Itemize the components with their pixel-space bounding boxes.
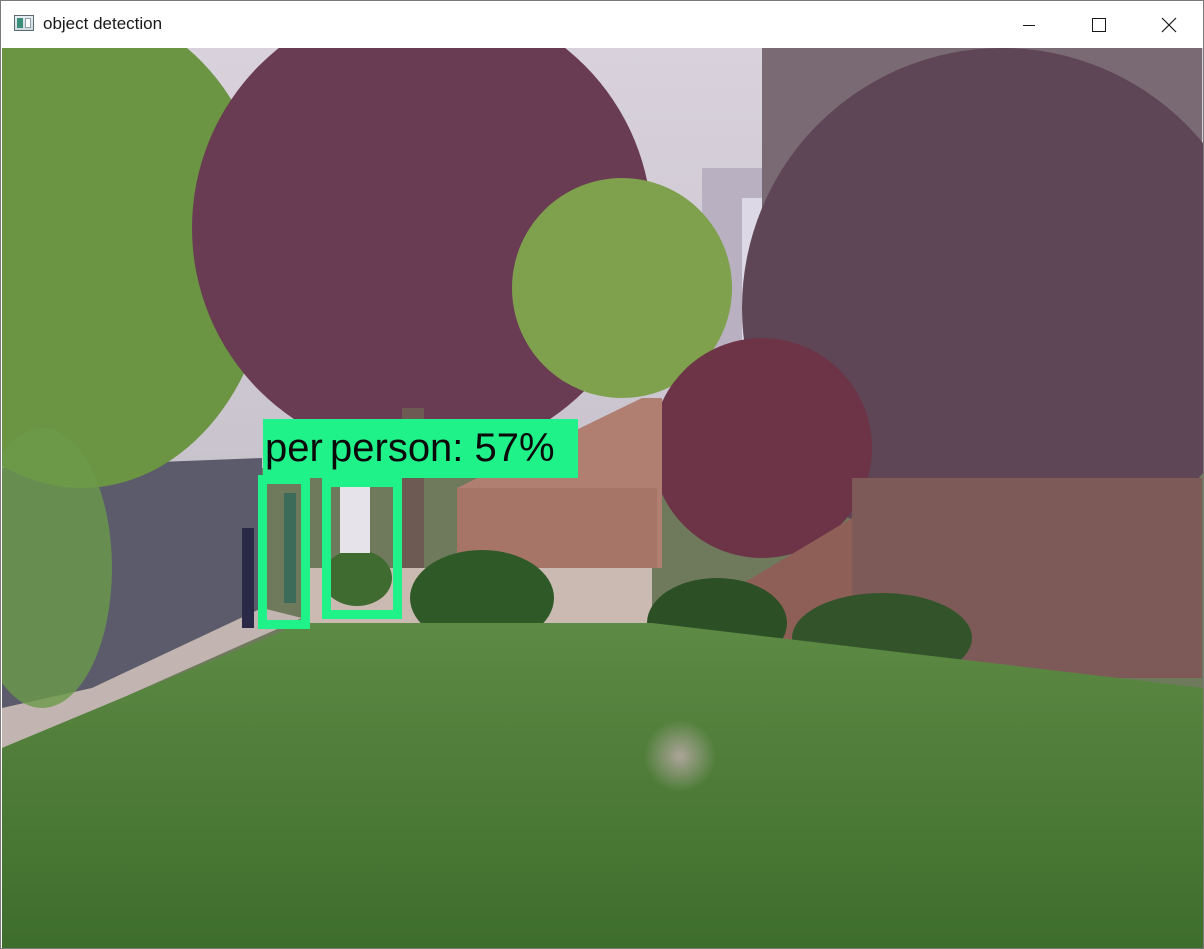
camera-frame: per person: 57% (2, 48, 1203, 948)
title-bar[interactable]: object detection (1, 1, 1203, 48)
window-title: object detection (43, 14, 163, 33)
camera-scene-image (2, 48, 1203, 948)
maximize-button[interactable] (1064, 1, 1134, 48)
detection-box-2 (322, 478, 402, 619)
close-button[interactable] (1134, 1, 1204, 48)
minimize-icon (1023, 24, 1035, 26)
detection-label-2: person: 57% (328, 419, 578, 478)
app-window-icon (14, 15, 34, 31)
detection-box-1 (258, 475, 310, 629)
minimize-button[interactable] (994, 1, 1064, 48)
maximize-icon (1092, 17, 1106, 32)
close-icon (1161, 17, 1177, 32)
